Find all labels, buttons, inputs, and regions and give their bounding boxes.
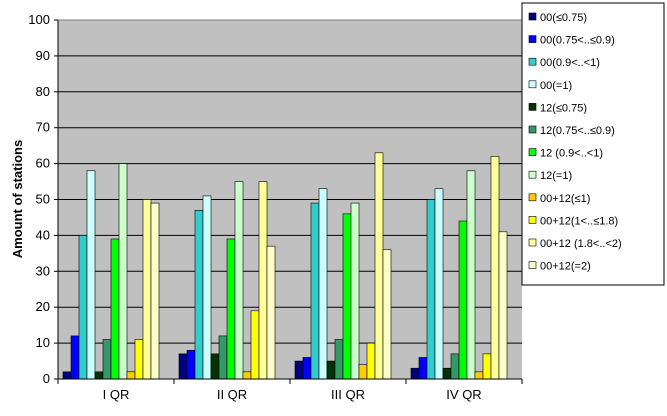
bar <box>366 342 376 380</box>
legend-swatch <box>528 193 537 202</box>
y-tick-label: 40 <box>36 227 50 242</box>
legend-swatch <box>528 261 537 269</box>
legend-swatch <box>528 170 537 179</box>
bar <box>62 371 72 380</box>
legend-label: 00(=1) <box>540 80 572 92</box>
y-tick-label: 10 <box>36 335 50 350</box>
bar <box>490 156 500 380</box>
bar <box>202 195 212 380</box>
bar <box>218 335 228 380</box>
legend-label: 00+12(1<..≤1.8) <box>540 215 618 227</box>
bar <box>358 364 368 380</box>
legend-swatch <box>528 125 537 134</box>
legend-label: 00+12(=2) <box>540 261 591 273</box>
legend-label: 00(≤0.75) <box>540 12 587 24</box>
bar <box>142 199 152 380</box>
x-tick-label: III QR <box>331 387 365 402</box>
legend-box <box>521 2 665 286</box>
legend-label: 12 (0.9<..<1) <box>540 148 603 160</box>
bar <box>118 163 128 380</box>
legend: 00(≤0.75) 00(0.75<..≤0.9) 00(0.9<..<1) 00(=… <box>521 2 665 286</box>
y-tick-label: 70 <box>36 120 50 135</box>
bar <box>234 181 244 380</box>
bar <box>318 188 328 380</box>
bar <box>326 360 336 380</box>
bar <box>474 371 484 380</box>
legend-swatch <box>528 80 537 89</box>
bar <box>250 310 260 380</box>
legend-label: 00+12(≤1) <box>540 193 590 205</box>
legend-swatch <box>528 57 537 66</box>
y-tick-label: 20 <box>36 299 50 314</box>
legend-label: 00(0.75<..≤0.9) <box>540 35 615 47</box>
bar <box>374 152 384 380</box>
bar <box>194 209 204 380</box>
legend-swatch <box>528 238 537 247</box>
bar <box>382 249 392 380</box>
legend-label: 12(≤0.75) <box>540 102 587 114</box>
legend-swatch <box>528 148 537 156</box>
y-tick-label: 90 <box>36 48 50 63</box>
bar <box>186 349 196 380</box>
bar <box>302 357 312 380</box>
bar <box>70 335 80 380</box>
bar <box>310 202 320 380</box>
legend-label: 12(=1) <box>540 170 572 182</box>
legend-swatch <box>528 103 537 111</box>
bar <box>410 367 420 380</box>
bar <box>426 199 436 380</box>
y-tick-label: 30 <box>36 263 50 278</box>
bar <box>350 202 360 380</box>
x-tick-label: IV QR <box>446 387 481 402</box>
bar <box>134 339 144 380</box>
bar <box>458 220 468 380</box>
y-tick-labels: 0 10 20 30 40 50 60 70 80 90 100 <box>28 12 58 386</box>
bar <box>178 353 188 380</box>
bar <box>418 357 428 380</box>
bar <box>150 202 160 380</box>
bar <box>78 235 88 380</box>
y-tick-label: 50 <box>36 192 50 207</box>
legend-swatch <box>528 216 537 224</box>
y-tick-label: 0 <box>43 371 50 386</box>
y-tick-label: 60 <box>36 156 50 171</box>
bar <box>266 245 276 380</box>
bar <box>126 371 136 380</box>
x-tick-labels: I QR II QR III QR IV QR <box>57 379 523 402</box>
bar <box>110 238 120 380</box>
bar <box>258 181 268 380</box>
bar <box>442 367 452 380</box>
bar <box>294 360 304 380</box>
y-tick-label: 80 <box>36 84 50 99</box>
bar <box>342 213 352 380</box>
bar-marks <box>62 152 508 380</box>
bar <box>226 238 236 380</box>
bar <box>482 353 492 380</box>
bar <box>86 170 96 380</box>
bar <box>242 371 252 380</box>
legend-label: 00+12 (1.8<..<2) <box>540 238 622 250</box>
legend-swatch <box>528 12 537 21</box>
legend-label: 12(0.75<..≤0.9) <box>540 125 615 137</box>
bar <box>334 339 344 380</box>
bar <box>210 353 220 380</box>
bar <box>102 339 112 380</box>
y-tick-label: 100 <box>28 12 50 27</box>
bar <box>434 188 444 380</box>
x-tick-label: II QR <box>217 387 247 402</box>
bar <box>94 371 104 380</box>
bar <box>498 231 508 380</box>
y-axis-label: Amount of stations <box>10 140 25 258</box>
legend-label: 00(0.9<..<1) <box>540 57 600 69</box>
legend-swatch <box>528 35 537 43</box>
bar <box>450 353 460 380</box>
bar <box>466 170 476 380</box>
x-tick-label: I QR <box>103 387 130 402</box>
